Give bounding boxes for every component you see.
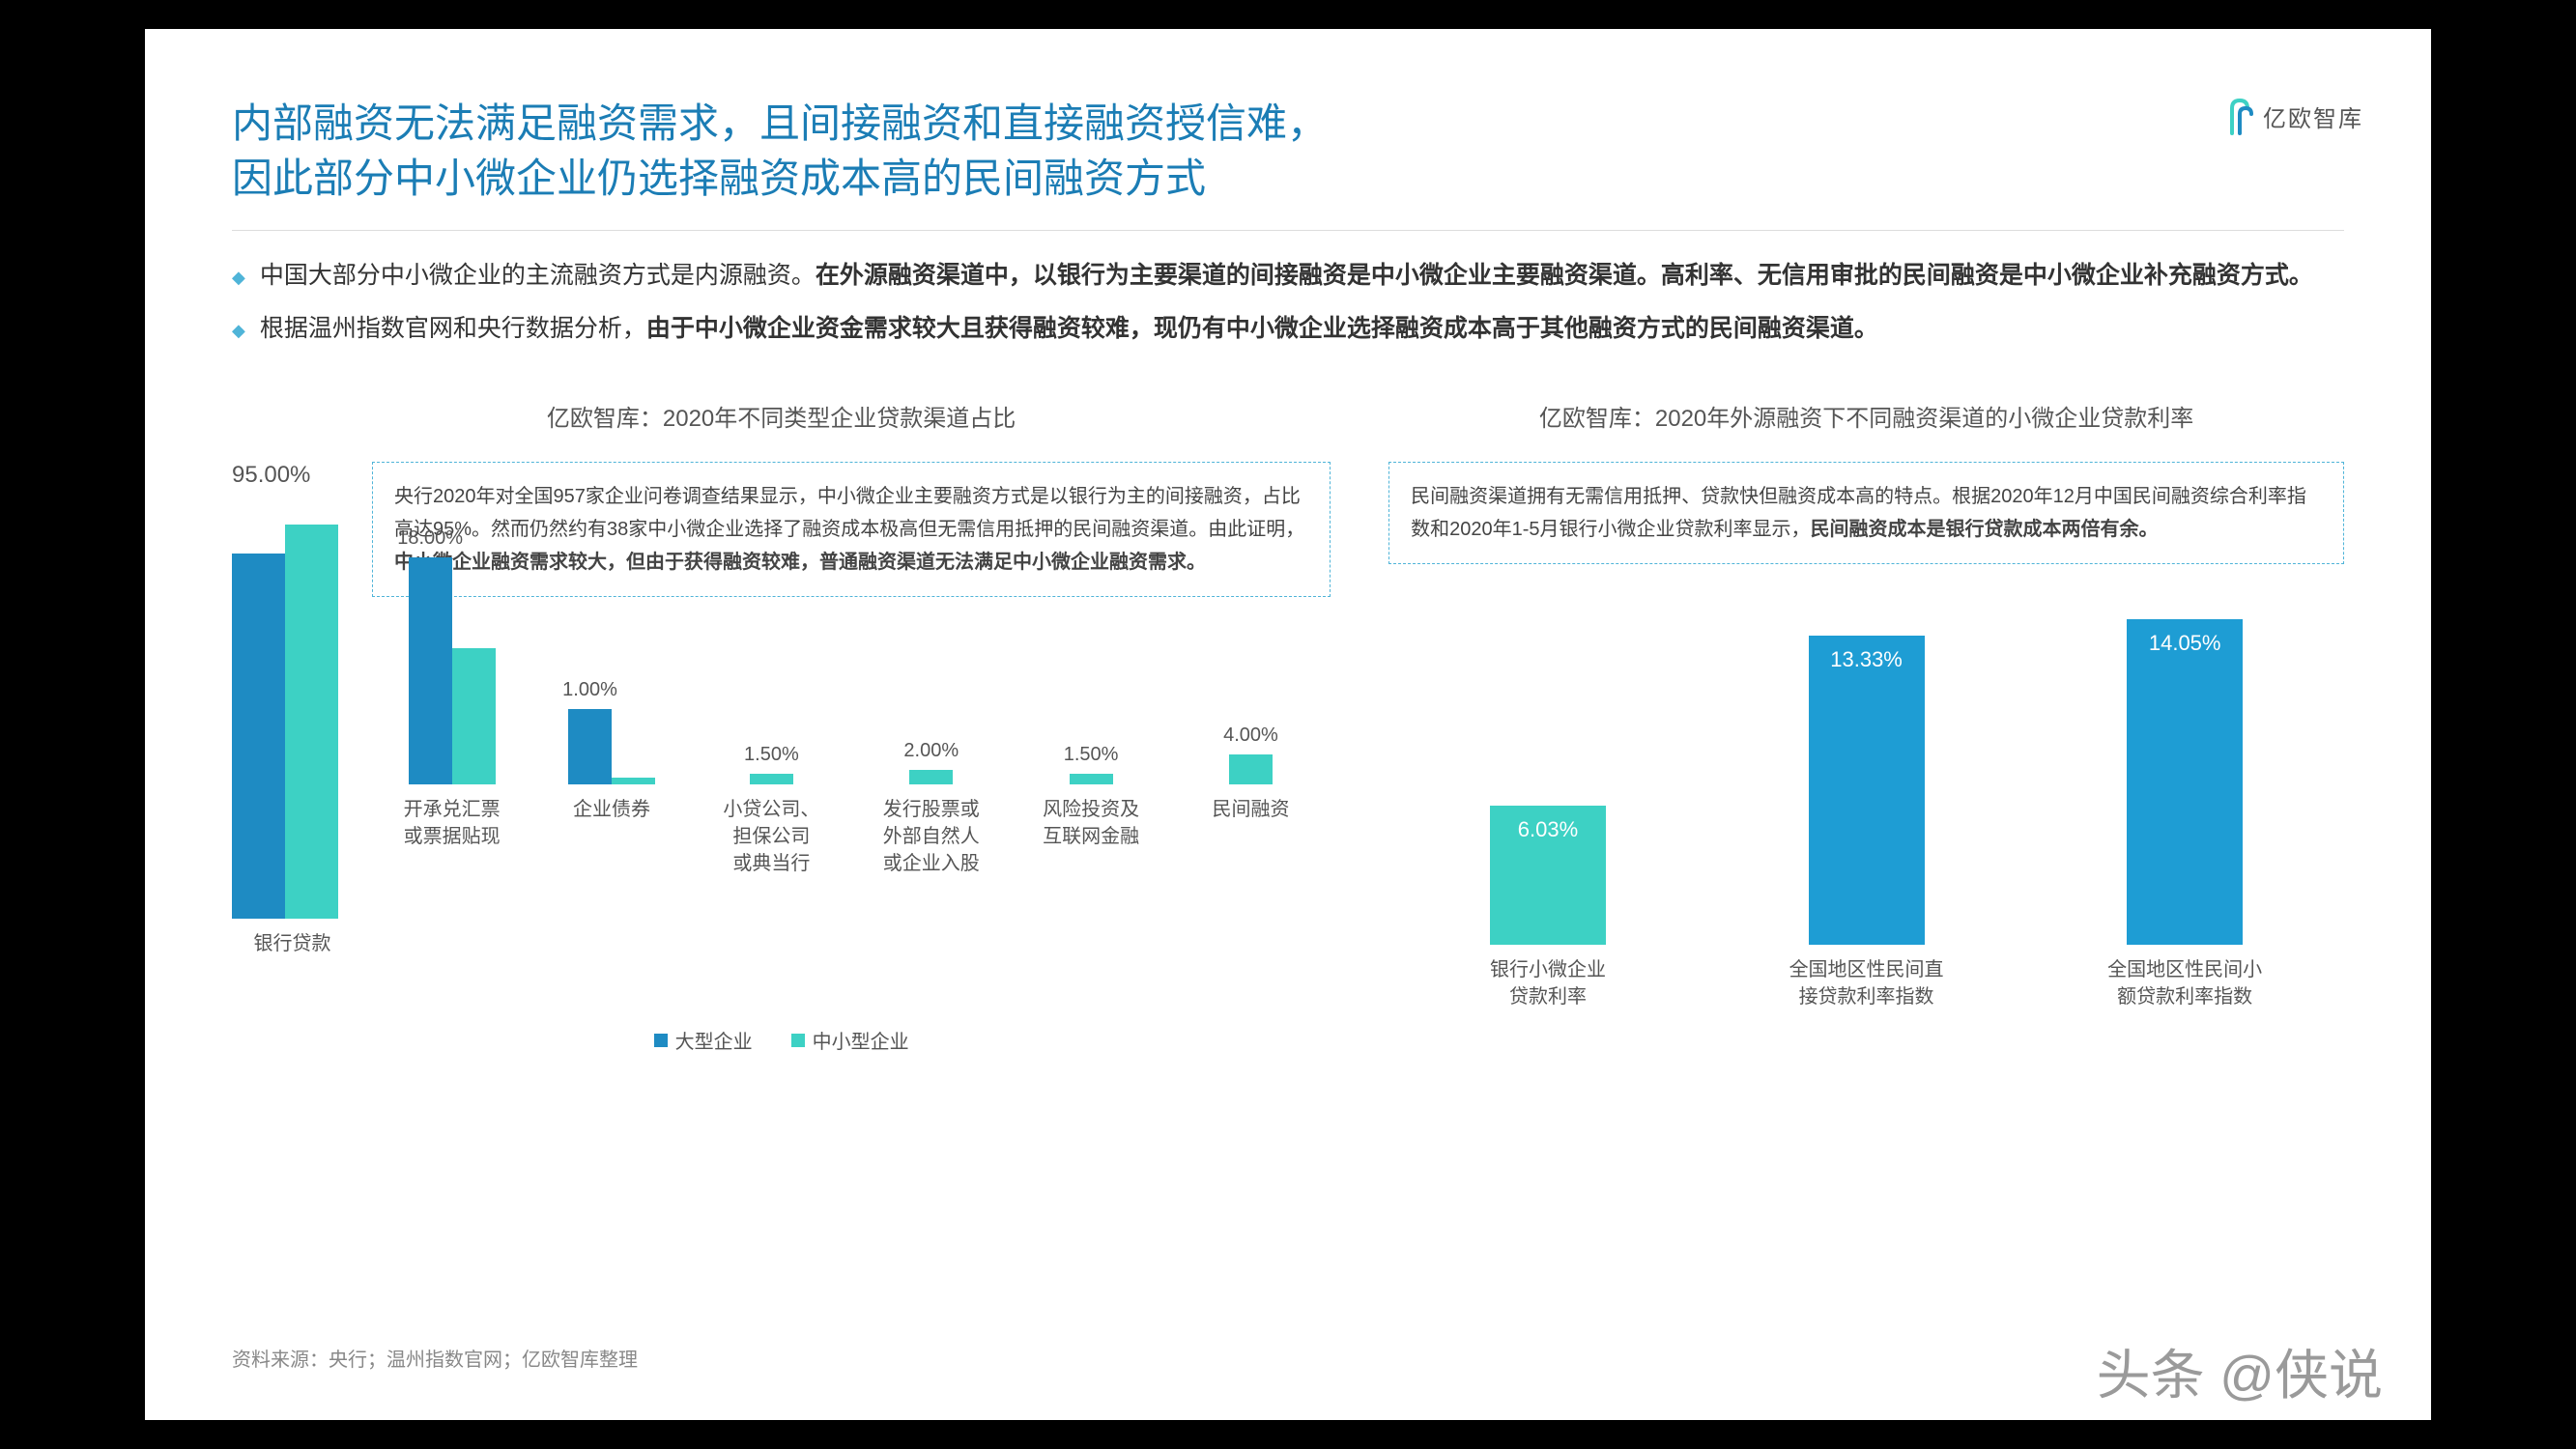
bar-small: 1.50% [1070,774,1113,785]
left-legend: 大型企业 中小型企业 [232,1026,1331,1054]
bar-group: 6.03% 银行小微企业贷款利率 [1405,806,1692,1038]
diamond-icon: ◆ [232,316,245,346]
logo-icon [2224,97,2255,135]
category-label: 企业债券 [573,796,650,877]
first-category-label: 银行贷款 [232,930,353,1011]
bar: 14.05% [2127,619,2243,945]
bullet-list: ◆ 中国大部分中小微企业的主流融资方式是内源融资。在外源融资渠道中，以银行为主要… [145,231,2431,349]
right-note-bold: 民间融资成本是银行贷款成本两倍有余。 [1811,519,2159,540]
bullet-2-plain: 根据温州指数官网和央行数据分析， [260,315,646,342]
logo: 亿欧智库 [2224,97,2363,135]
bar-small: 1.50% [750,774,793,785]
bullet-1: ◆ 中国大部分中小微企业的主流融资方式是内源融资。在外源融资渠道中，以银行为主要… [232,255,2344,297]
first-bar-label: 95.00% [232,462,353,489]
bar-group: 4.00% 民间融资 [1171,626,1331,877]
category-label: 开承兑汇票或票据贴现 [404,796,501,877]
right-chart-panel: 亿欧智库：2020年外源融资下不同融资渠道的小微企业贷款利率 民间融资渠道拥有无… [1388,399,2344,1054]
bar-value-label: 14.05% [2149,631,2221,656]
category-label: 全国地区性民间小额贷款利率指数 [2107,956,2262,1037]
category-label: 全国地区性民间直接贷款利率指数 [1789,956,1944,1037]
bullet-2-bold: 由于中小微企业资金需求较大且获得融资较难，现仍有中小微企业选择融资成本高于其他融… [646,315,1878,342]
bar-value-label: 6.03% [1518,817,1578,842]
legend-swatch-big [654,1034,668,1047]
right-chart-title: 亿欧智库：2020年外源融资下不同融资渠道的小微企业贷款利率 [1388,399,2344,433]
bar-small [285,525,338,920]
bullet-2: ◆ 根据温州指数官网和央行数据分析，由于中小微企业资金需求较大且获得融资较难，现… [232,308,2344,350]
left-note-box: 央行2020年对全国957家企业问卷调查结果显示，中小微企业主要融资方式是以银行… [372,462,1331,597]
legend-big: 大型企业 [654,1026,753,1054]
bar-value-label: 1.50% [744,744,799,766]
bar-group: 14.05% 全国地区性民间小额贷款利率指数 [2042,619,2329,1037]
right-note-box: 民间融资渠道拥有无需信用抵押、贷款快但融资成本高的特点。根据2020年12月中国… [1388,462,2344,564]
bar-group: 18.00%开承兑汇票或票据贴现 [372,626,531,877]
bullet-1-plain: 中国大部分中小微企业的主流融资方式是内源融资。 [260,262,816,289]
bar-group: 1.50% 风险投资及互联网金融 [1011,626,1170,877]
title-line-2: 因此部分中小微企业仍选择融资成本高的民间融资方式 [232,156,1206,201]
bar-small [612,778,655,785]
page-title: 内部融资无法满足融资需求，且间接融资和直接融资授信难， 因此部分中小微企业仍选择… [232,97,2344,206]
bullet-1-bold: 在外源融资渠道中，以银行为主要渠道的间接融资是中小微企业主要融资渠道。高利率、无… [816,262,2313,289]
left-bar-chart: 18.00%开承兑汇票或票据贴现 1.00% 企业债券 1.50% 小贷公司、担保公司或… [372,626,1331,877]
legend-big-label: 大型企业 [675,1026,753,1054]
left-first-bar-group: 95.00% 银行贷款 [232,462,353,1011]
header: 亿欧智库 内部融资无法满足融资需求，且间接融资和直接融资授信难， 因此部分中小微… [145,29,2431,206]
charts-row: 亿欧智库：2020年不同类型企业贷款渠道占比 95.00% 银行贷款 央行202… [145,360,2431,1054]
bar-small [452,648,496,784]
slide: 亿欧智库 内部融资无法满足融资需求，且间接融资和直接融资授信难， 因此部分中小微… [145,29,2431,1420]
bar-value-label: 4.00% [1223,724,1278,747]
bar-value-label: 2.00% [903,740,959,762]
category-label: 小贷公司、担保公司或典当行 [723,796,819,877]
watermark: 头条 @侠说 [2097,1332,2383,1410]
legend-small: 中小型企业 [791,1026,909,1054]
legend-swatch-small [791,1034,805,1047]
left-note-bold: 中小微企业融资需求较大，但由于获得融资较难，普通融资渠道无法满足中小微企业融资需… [394,552,1206,573]
bar-value-label: 1.50% [1064,744,1119,766]
right-bar-chart: 6.03% 银行小微企业贷款利率 13.33% 全国地区性民间直接贷款利率指数 14.0… [1388,622,2344,1037]
bar-group: 2.00% 发行股票或外部自然人或企业入股 [851,626,1011,877]
category-label: 发行股票或外部自然人或企业入股 [883,796,980,877]
legend-small-label: 中小型企业 [813,1026,909,1054]
bar-group: 1.00% 企业债券 [531,626,691,877]
title-line-1: 内部融资无法满足融资需求，且间接融资和直接融资授信难， [232,100,1328,146]
bar-small: 4.00% [1229,754,1273,784]
left-chart-title: 亿欧智库：2020年不同类型企业贷款渠道占比 [232,399,1331,433]
bar-big: 1.00% [568,709,612,784]
left-note-plain: 央行2020年对全国957家企业问卷调查结果显示，中小微企业主要融资方式是以银行… [394,486,1304,540]
source-text: 资料来源：央行；温州指数官网；亿欧智库整理 [232,1344,638,1372]
logo-text: 亿欧智库 [2263,99,2363,133]
category-label: 民间融资 [1212,796,1289,877]
diamond-icon: ◆ [232,263,245,293]
bar-value-label: 13.33% [1830,647,1903,672]
bar-group: 1.50% 小贷公司、担保公司或典当行 [692,626,851,877]
category-label: 银行小微企业贷款利率 [1490,956,1606,1037]
bar-value-label: 18.00% [397,527,463,550]
bar-big: 18.00% [409,557,452,784]
bar-big [232,554,285,919]
bar: 13.33% [1809,636,1925,945]
left-chart-panel: 亿欧智库：2020年不同类型企业贷款渠道占比 95.00% 银行贷款 央行202… [232,399,1331,1054]
category-label: 风险投资及互联网金融 [1043,796,1139,877]
bar-group: 13.33% 全国地区性民间直接贷款利率指数 [1723,636,2010,1037]
bar: 6.03% [1490,806,1606,946]
bar-value-label: 1.00% [562,679,617,701]
bar-small: 2.00% [909,770,953,785]
